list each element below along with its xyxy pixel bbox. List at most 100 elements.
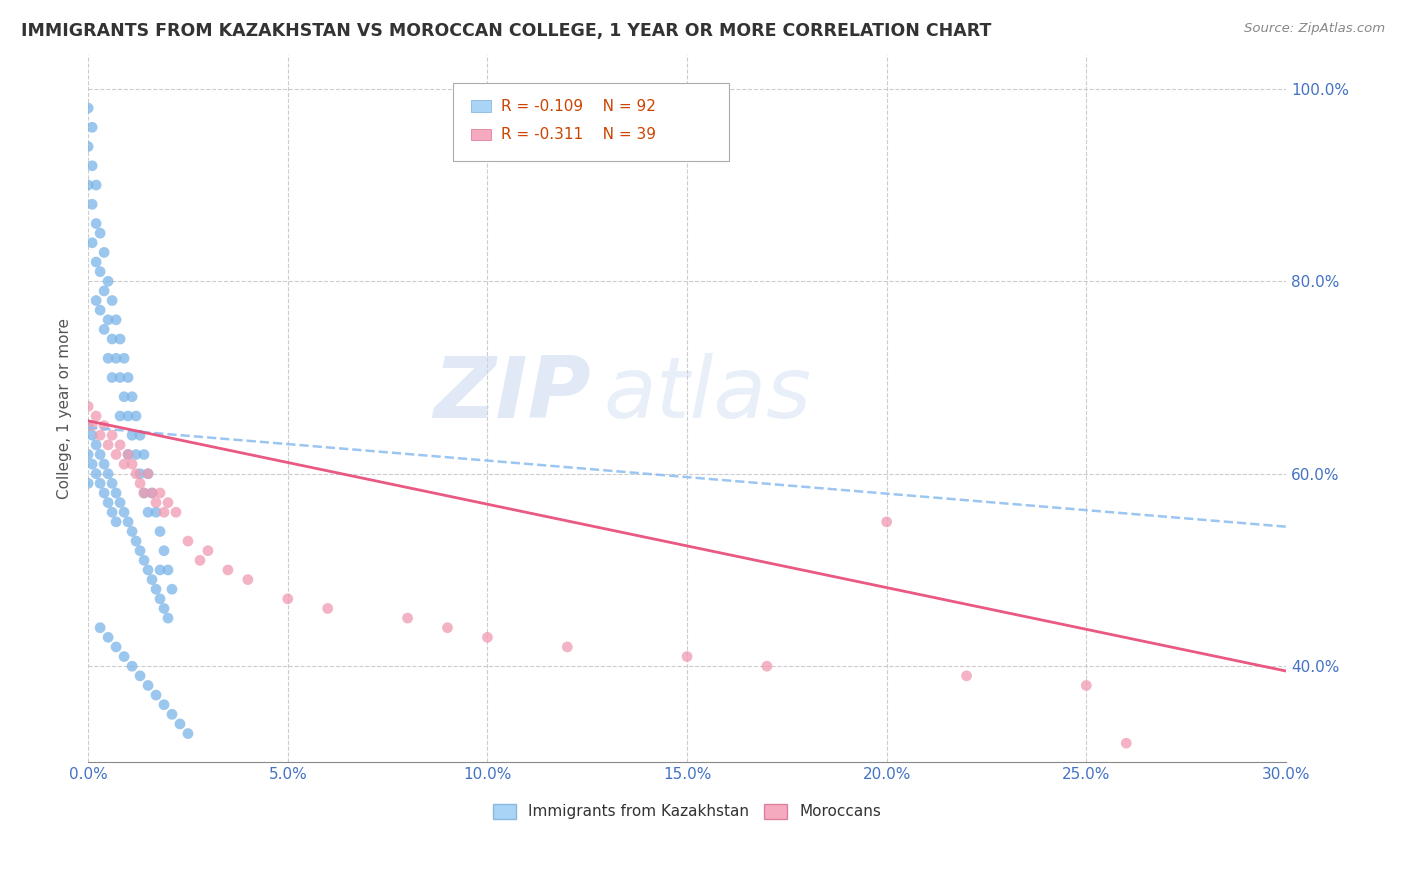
Point xyxy=(105,448,128,462)
Point xyxy=(82,418,104,433)
Point xyxy=(93,284,115,298)
Point xyxy=(876,515,898,529)
Point xyxy=(93,457,115,471)
Point xyxy=(84,409,107,423)
Point xyxy=(82,428,104,442)
Point xyxy=(477,631,499,645)
Point xyxy=(136,467,159,481)
Point xyxy=(121,457,143,471)
Point xyxy=(197,543,219,558)
Point xyxy=(132,486,155,500)
Point xyxy=(125,409,148,423)
Point xyxy=(132,553,155,567)
Point xyxy=(149,591,172,606)
Point xyxy=(112,457,135,471)
Point xyxy=(188,553,211,567)
Point xyxy=(316,601,339,615)
FancyBboxPatch shape xyxy=(454,84,728,161)
Point xyxy=(89,476,111,491)
Point xyxy=(160,582,183,597)
Point xyxy=(121,524,143,539)
Point xyxy=(117,370,139,384)
Text: R = -0.109    N = 92: R = -0.109 N = 92 xyxy=(502,98,657,113)
Point xyxy=(117,448,139,462)
Point xyxy=(129,428,152,442)
Point xyxy=(149,524,172,539)
Point xyxy=(108,495,131,509)
Point xyxy=(117,448,139,462)
Point xyxy=(117,409,139,423)
Point xyxy=(676,649,699,664)
Point xyxy=(112,505,135,519)
Point xyxy=(97,312,120,326)
Point xyxy=(97,438,120,452)
Point xyxy=(82,457,104,471)
Y-axis label: College, 1 year or more: College, 1 year or more xyxy=(58,318,72,500)
Point xyxy=(82,159,104,173)
Point xyxy=(101,505,124,519)
Point xyxy=(136,563,159,577)
Point xyxy=(153,505,176,519)
Point xyxy=(169,717,191,731)
Point xyxy=(755,659,778,673)
Point xyxy=(84,467,107,481)
Point xyxy=(89,303,111,318)
Point xyxy=(132,486,155,500)
Text: IMMIGRANTS FROM KAZAKHSTAN VS MOROCCAN COLLEGE, 1 YEAR OR MORE CORRELATION CHART: IMMIGRANTS FROM KAZAKHSTAN VS MOROCCAN C… xyxy=(21,22,991,40)
Point xyxy=(77,139,100,153)
Point xyxy=(153,601,176,615)
Point xyxy=(77,448,100,462)
Point xyxy=(105,312,128,326)
Point xyxy=(156,611,179,625)
Point xyxy=(955,669,977,683)
Point xyxy=(112,351,135,366)
Point xyxy=(77,101,100,115)
Point xyxy=(136,505,159,519)
Point xyxy=(101,428,124,442)
Point xyxy=(141,486,163,500)
Point xyxy=(97,631,120,645)
Point xyxy=(93,322,115,336)
Point xyxy=(101,332,124,346)
Point xyxy=(97,467,120,481)
Point xyxy=(121,390,143,404)
Point xyxy=(101,476,124,491)
Point xyxy=(93,418,115,433)
Point xyxy=(121,428,143,442)
Point xyxy=(136,678,159,692)
Point xyxy=(105,515,128,529)
Legend: Immigrants from Kazakhstan, Moroccans: Immigrants from Kazakhstan, Moroccans xyxy=(486,797,887,825)
FancyBboxPatch shape xyxy=(471,101,491,112)
Point xyxy=(1076,678,1098,692)
Point xyxy=(129,543,152,558)
Point xyxy=(97,274,120,288)
Point xyxy=(555,640,578,654)
Point xyxy=(89,621,111,635)
Point xyxy=(141,573,163,587)
Point xyxy=(77,178,100,192)
Point xyxy=(145,582,167,597)
Point xyxy=(145,688,167,702)
Point xyxy=(132,448,155,462)
Point xyxy=(84,438,107,452)
Point xyxy=(129,476,152,491)
Point xyxy=(145,505,167,519)
Text: Source: ZipAtlas.com: Source: ZipAtlas.com xyxy=(1244,22,1385,36)
Point xyxy=(84,255,107,269)
Point xyxy=(129,467,152,481)
Point xyxy=(141,486,163,500)
Point xyxy=(97,351,120,366)
Point xyxy=(277,591,299,606)
Point xyxy=(217,563,239,577)
Point xyxy=(117,515,139,529)
Point xyxy=(84,293,107,308)
Point xyxy=(121,659,143,673)
Point xyxy=(89,448,111,462)
Point xyxy=(97,495,120,509)
Point xyxy=(156,495,179,509)
Point xyxy=(112,390,135,404)
Point xyxy=(82,235,104,250)
Text: ZIP: ZIP xyxy=(433,353,592,436)
Point xyxy=(129,669,152,683)
Point xyxy=(93,486,115,500)
